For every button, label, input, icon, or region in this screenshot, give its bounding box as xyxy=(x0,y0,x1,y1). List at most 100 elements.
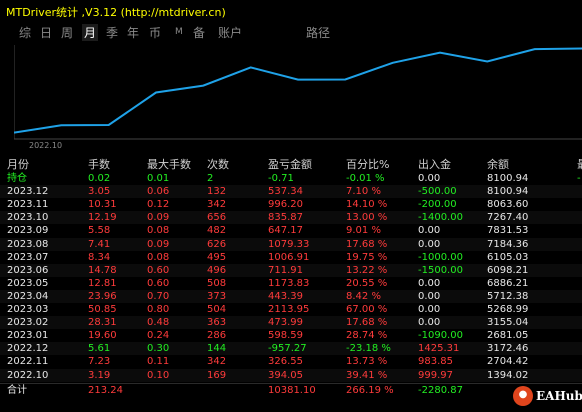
cell-count: 504 xyxy=(207,304,227,315)
cell-deposit: 0.00 xyxy=(418,173,441,184)
tab-m[interactable]: M xyxy=(175,27,183,37)
table-row[interactable] xyxy=(0,316,582,330)
cell-month: 2023.03 xyxy=(7,304,49,315)
tab-month[interactable]: 月 xyxy=(82,24,99,41)
cell-count: 656 xyxy=(207,212,227,224)
cell-balance: 2704.42 xyxy=(487,356,529,368)
table-row[interactable] xyxy=(0,355,582,369)
table-row[interactable] xyxy=(0,237,582,251)
cell-percent: 8.42 % xyxy=(346,290,381,302)
cell-month: 持仓 xyxy=(7,173,27,184)
cell-percent: -23.18 % xyxy=(346,343,391,355)
cell-month: 2023.11 xyxy=(7,199,49,211)
eahub-logo-icon: ● xyxy=(513,386,533,406)
cell-pnl: 473.99 xyxy=(268,317,303,329)
cell-max-lots: 0.60 xyxy=(147,277,170,289)
tab-overview[interactable]: 综 xyxy=(19,26,32,40)
tab-day[interactable]: 日 xyxy=(40,26,53,40)
cell-pnl: 394.05 xyxy=(268,369,303,381)
cell-max-lots: 0.08 xyxy=(147,251,170,263)
cell-deposit: 0.00 xyxy=(418,238,441,250)
tab-path[interactable]: 路径 xyxy=(306,26,331,40)
header-month[interactable]: 月份 xyxy=(7,158,29,171)
cell-lots: 50.85 xyxy=(88,304,117,315)
cell-pnl: 835.87 xyxy=(268,212,303,224)
cell-count: 495 xyxy=(207,251,227,263)
table-row[interactable] xyxy=(0,263,582,277)
watermark: ● EAHub xyxy=(513,386,582,408)
table-row[interactable] xyxy=(0,172,582,186)
cell-pnl: 1079.33 xyxy=(268,238,310,250)
cell-pnl: 2113.95 xyxy=(268,304,310,315)
cell-balance: 6886.21 xyxy=(487,277,529,289)
cell-deposit: -1000.00 xyxy=(418,251,463,263)
cell-pnl: 537.34 xyxy=(268,186,303,198)
cell-max-lots: 0.01 xyxy=(147,173,170,184)
total-month: 合计 xyxy=(7,384,27,396)
table-row[interactable] xyxy=(0,368,582,382)
cell-max-lots: 0.12 xyxy=(147,199,170,211)
tab-quarter[interactable]: 季 xyxy=(106,26,119,40)
cell-lots: 7.41 xyxy=(88,238,111,250)
cell-count: 482 xyxy=(207,225,227,237)
cell-deposit: 0.00 xyxy=(418,225,441,237)
tab-week[interactable]: 周 xyxy=(61,26,74,40)
cell-percent: 13.22 % xyxy=(346,264,388,276)
cell-month: 2023.02 xyxy=(7,317,49,329)
cell-month: 2023.10 xyxy=(7,212,49,224)
cell-pnl: -0.71 xyxy=(268,173,294,184)
header-balance[interactable]: 余额 xyxy=(487,158,509,171)
table-row[interactable] xyxy=(0,329,582,343)
cell-balance: 7831.53 xyxy=(487,225,529,237)
tab-currency[interactable]: 币 xyxy=(149,26,162,40)
table-row[interactable] xyxy=(0,250,582,264)
table-row[interactable] xyxy=(0,289,582,303)
cell-count: 144 xyxy=(207,343,227,355)
table-row[interactable] xyxy=(0,224,582,238)
cell-pnl: 598.59 xyxy=(268,330,303,342)
cell-pnl: 996.20 xyxy=(268,199,303,211)
total-deposit: -2280.87 xyxy=(418,384,463,396)
header-extra[interactable]: 最 xyxy=(577,159,582,171)
cell-balance: 5268.99 xyxy=(487,304,529,315)
header-max-lots[interactable]: 最大手数 xyxy=(147,158,191,171)
cell-percent: 28.74 % xyxy=(346,330,388,342)
tab-year[interactable]: 年 xyxy=(127,26,140,40)
table-row[interactable] xyxy=(0,211,582,225)
cell-pnl: 326.55 xyxy=(268,356,303,368)
chart-frame xyxy=(14,45,582,140)
total-lots: 213.24 xyxy=(88,384,123,396)
header-deposit[interactable]: 出入金 xyxy=(418,158,451,171)
cell-count: 2 xyxy=(207,173,214,184)
cell-lots: 5.61 xyxy=(88,343,111,355)
cell-balance: 2681.05 xyxy=(487,330,529,342)
cell-month: 2023.09 xyxy=(7,225,49,237)
cell-month: 2023.05 xyxy=(7,277,49,289)
header-pnl[interactable]: 盈亏金额 xyxy=(268,158,312,171)
table-row[interactable] xyxy=(0,185,582,199)
tab-account[interactable]: 账户 xyxy=(218,26,243,40)
cell-max-lots: 0.09 xyxy=(147,238,170,250)
cell-balance: 3155.04 xyxy=(487,317,529,329)
header-lots[interactable]: 手数 xyxy=(88,158,110,171)
title-bar: MTDriver统计 ,V3.12 (http://mtdriver.cn) xyxy=(0,0,582,22)
tab-notes[interactable]: 备 xyxy=(193,26,206,40)
cell-lots: 23.96 xyxy=(88,290,117,302)
cell-max-lots: 0.60 xyxy=(147,264,170,276)
table-row[interactable] xyxy=(0,198,582,212)
cell-deposit: 0.00 xyxy=(418,277,441,289)
table-row[interactable] xyxy=(0,276,582,290)
table-row[interactable] xyxy=(0,342,582,356)
total-separator xyxy=(0,382,582,384)
cell-max-lots: 0.30 xyxy=(147,343,170,355)
cell-count: 363 xyxy=(207,317,227,329)
header-percent[interactable]: 百分比% xyxy=(346,158,390,171)
header-count[interactable]: 次数 xyxy=(207,158,229,171)
cell-count: 132 xyxy=(207,186,227,198)
cell-pnl: 711.91 xyxy=(268,264,303,276)
cell-lots: 3.05 xyxy=(88,186,111,198)
cell-max-lots: 0.70 xyxy=(147,290,170,302)
cell-deposit: -1090.00 xyxy=(418,330,463,342)
table-row[interactable] xyxy=(0,303,582,317)
balance-line xyxy=(14,47,582,134)
